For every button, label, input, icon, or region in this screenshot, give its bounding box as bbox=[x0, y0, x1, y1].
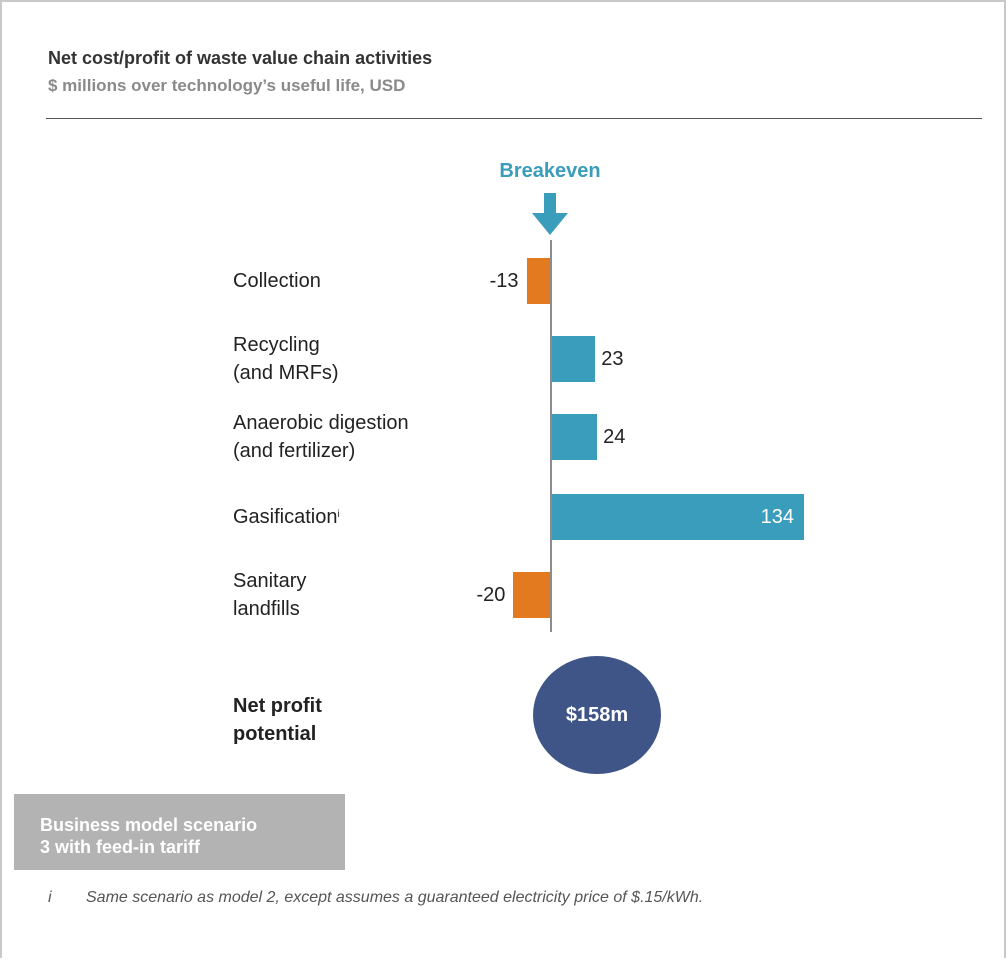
value-label-recycling: 23 bbox=[601, 348, 624, 370]
bar-anaerobic-digestion bbox=[552, 414, 598, 460]
category-label-line1: Recycling bbox=[233, 334, 320, 356]
category-label-line2: landfills bbox=[233, 598, 300, 620]
scenario-line2: 3 with feed-in tariff bbox=[40, 837, 201, 857]
title-divider bbox=[46, 118, 982, 119]
category-label-line1: Anaerobic digestion bbox=[233, 412, 409, 434]
net-profit-circle: $158m bbox=[533, 656, 661, 774]
category-label-recycling: Recycling (and MRFs) bbox=[233, 331, 339, 387]
category-label-gasification: Gasificationi bbox=[233, 503, 340, 531]
scenario-line1: Business model scenario bbox=[40, 815, 258, 835]
net-profit-value: $158m bbox=[565, 703, 629, 726]
bar-sanitary-landfills bbox=[513, 572, 551, 618]
category-label-line2: (and MRFs) bbox=[233, 362, 339, 384]
footnote-text: Same scenario as model 2, except assumes… bbox=[86, 889, 704, 906]
category-label-line2: (and fertilizer) bbox=[233, 440, 356, 462]
category-label-collection: Collection bbox=[233, 267, 321, 295]
category-label-line1: Collection bbox=[233, 270, 321, 292]
scenario-box: Business model scenario 3 with feed-in t… bbox=[14, 794, 345, 870]
net-profit-label-line1: Net profit bbox=[233, 695, 322, 717]
value-label-sanitary-landfills: -20 bbox=[476, 584, 506, 606]
footnote-ref: i bbox=[337, 509, 340, 520]
category-label-anaerobic-digestion: Anaerobic digestion (and fertilizer) bbox=[233, 409, 409, 465]
breakeven-arrow-icon bbox=[532, 193, 568, 235]
value-label-anaerobic-digestion: 24 bbox=[603, 426, 626, 448]
footnote-marker: i bbox=[48, 889, 52, 906]
value-label-gasification: 134 bbox=[760, 506, 794, 528]
net-profit-label: Net profit potential bbox=[233, 692, 322, 748]
category-label-sanitary-landfills: Sanitary landfills bbox=[233, 567, 306, 623]
bar-collection bbox=[526, 258, 551, 304]
bar-gasification bbox=[552, 494, 804, 540]
footnote: i Same scenario as model 2, except assume… bbox=[48, 889, 703, 907]
breakeven-axis-line bbox=[550, 240, 552, 632]
net-profit-label-line2: potential bbox=[233, 723, 317, 745]
category-label-line1: Sanitary bbox=[233, 570, 307, 592]
breakeven-label: Breakeven bbox=[499, 160, 601, 182]
bar-recycling bbox=[552, 336, 596, 382]
chart-subtitle: $ millions over technology’s useful life… bbox=[48, 76, 406, 95]
chart-title: Net cost/profit of waste value chain act… bbox=[48, 48, 433, 68]
value-label-collection: -13 bbox=[489, 270, 519, 292]
category-label-line1: Gasification bbox=[233, 506, 338, 528]
